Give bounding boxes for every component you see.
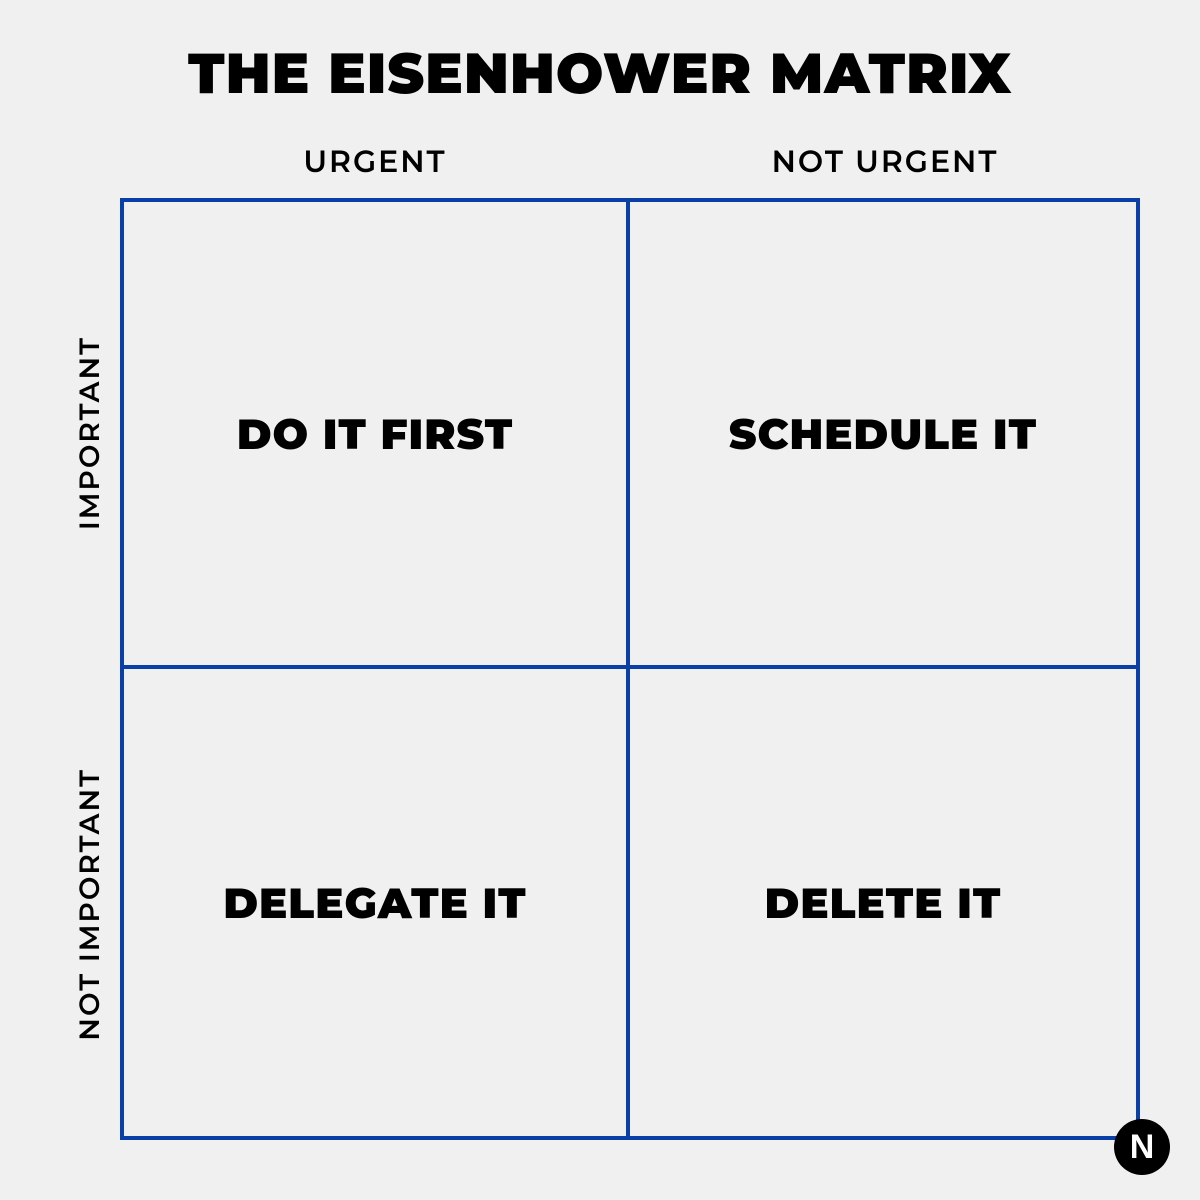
- matrix-container: THE EISENHOWER MATRIX URGENT NOT URGENT …: [0, 0, 1200, 1200]
- column-header-not-urgent: NOT URGENT: [630, 143, 1140, 198]
- row-headers: IMPORTANT NOT IMPORTANT: [70, 198, 110, 1140]
- quadrant-delegate: DELEGATE IT: [124, 669, 630, 1136]
- page-title: THE EISENHOWER MATRIX: [60, 40, 1140, 108]
- matrix-wrapper: URGENT NOT URGENT IMPORTANT NOT IMPORTAN…: [60, 143, 1140, 1140]
- matrix-body: IMPORTANT NOT IMPORTANT DO IT FIRST SCHE…: [110, 198, 1140, 1140]
- row-header-important-label: IMPORTANT: [73, 336, 107, 530]
- brand-logo-icon: N: [1114, 1119, 1170, 1175]
- quadrant-schedule: SCHEDULE IT: [630, 202, 1136, 669]
- brand-logo-letter: N: [1130, 1128, 1155, 1167]
- matrix-grid: DO IT FIRST SCHEDULE IT DELEGATE IT DELE…: [120, 198, 1140, 1140]
- quadrant-do-first: DO IT FIRST: [124, 202, 630, 669]
- row-header-not-important-label: NOT IMPORTANT: [73, 768, 107, 1041]
- column-headers: URGENT NOT URGENT: [120, 143, 1140, 198]
- row-header-not-important: NOT IMPORTANT: [70, 669, 110, 1140]
- quadrant-delete: DELETE IT: [630, 669, 1136, 1136]
- row-header-important: IMPORTANT: [70, 198, 110, 669]
- column-header-urgent: URGENT: [120, 143, 630, 198]
